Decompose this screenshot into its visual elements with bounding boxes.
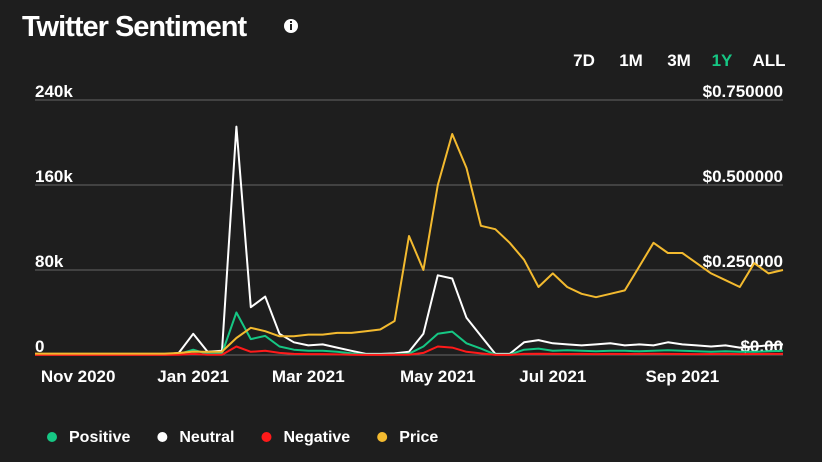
x-tick-label: Jan 2021 (157, 367, 229, 386)
info-icon-glyph (290, 21, 292, 23)
legend-label[interactable]: Positive (69, 429, 130, 446)
x-tick-label: Mar 2021 (272, 367, 345, 386)
series-line (35, 133, 784, 355)
range-button[interactable]: 1Y (712, 51, 733, 70)
range-button[interactable]: 3M (667, 51, 691, 70)
y2-tick-label: $0.750000 (703, 82, 783, 101)
x-tick-label: May 2021 (400, 367, 476, 386)
series-line (35, 345, 783, 356)
y2-tick-label: $0.500000 (703, 167, 783, 186)
legend-label[interactable]: Negative (283, 429, 350, 446)
legend-marker (157, 432, 168, 442)
x-tick-label: Jul 2021 (519, 367, 586, 386)
x-tick-label: Sep 2021 (645, 367, 719, 386)
legend-marker (261, 432, 272, 442)
y-tick-label: 240k (35, 82, 73, 101)
legend-label[interactable]: Price (399, 429, 438, 446)
chart-title: Twitter Sentiment (22, 11, 247, 43)
legend-marker (47, 432, 57, 442)
x-tick-label: Nov 2020 (41, 367, 116, 386)
range-button[interactable]: 1M (619, 51, 643, 70)
info-icon-glyph (290, 24, 292, 30)
y2-tick-label: $0.250000 (703, 252, 783, 271)
y-tick-label: 160k (35, 167, 73, 186)
legend-label[interactable]: Neutral (179, 429, 234, 446)
range-button[interactable]: ALL (752, 51, 785, 70)
y-tick-label: 80k (35, 252, 64, 271)
range-button[interactable]: 7D (573, 51, 595, 70)
y-tick-label: 0 (35, 337, 44, 356)
legend-marker (377, 432, 388, 442)
